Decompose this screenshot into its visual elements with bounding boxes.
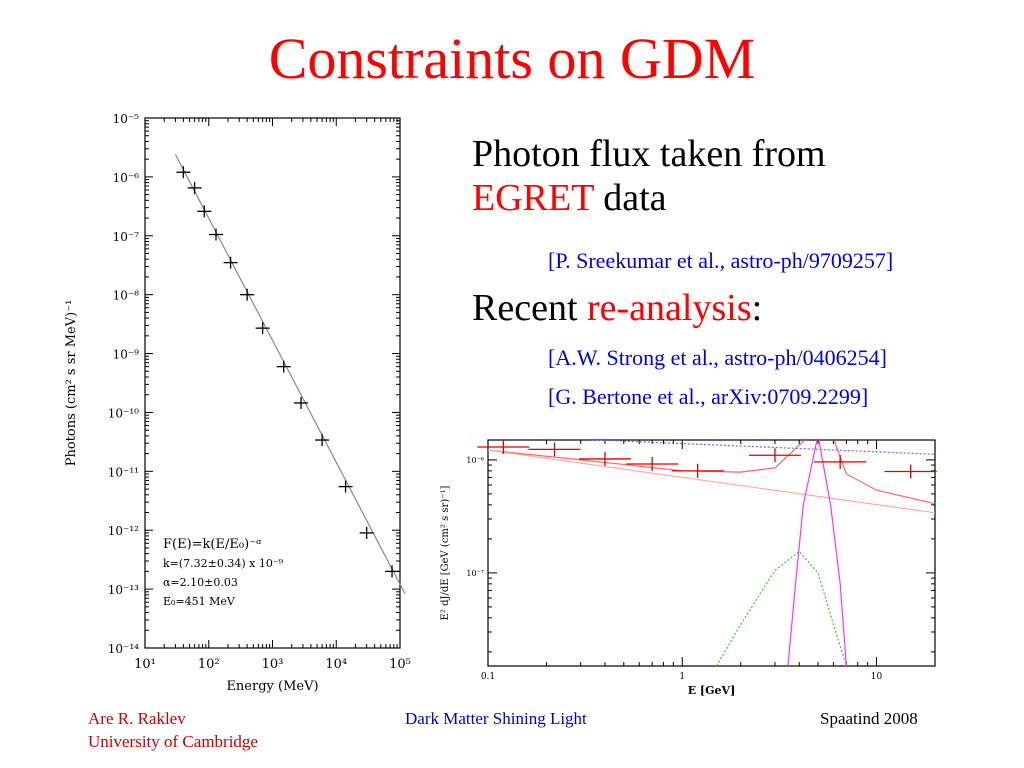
bullet2-suffix: :	[751, 287, 763, 329]
footer-author: Are R. Raklev	[88, 709, 186, 728]
spectrum-curve-2	[488, 449, 935, 514]
y-tick-label: 10⁻⁵	[113, 112, 140, 126]
x-tick-label: 0.1	[481, 672, 495, 682]
x-tick-label: 10³	[262, 657, 284, 672]
spectrum-curve-5	[787, 440, 847, 666]
footer-author-block: Are R. Raklev University of Cambridge	[88, 708, 258, 754]
bullet1-rest: data	[593, 176, 667, 219]
y-axis-label: Photons (cm² s sr MeV)⁻¹	[64, 300, 79, 467]
y-tick-label: 10⁻¹²	[108, 524, 139, 538]
fit-line	[174, 154, 406, 595]
reanalysis-highlight: re-analysis	[587, 287, 752, 329]
reference-sreekumar: [P. Sreekumar et al., astro-ph/9709257]	[548, 248, 894, 273]
spectrum-curve-4	[715, 550, 847, 666]
x-tick-label: 10⁵	[389, 657, 411, 672]
y-tick-label: 10⁻⁸	[113, 289, 140, 303]
x-tick-label: 10²	[198, 657, 220, 672]
x-axis-label: E [GeV]	[688, 684, 736, 697]
fit-annotation-line: E₀=451 MeV	[163, 595, 236, 608]
y-tick-label: 10⁻¹³	[108, 583, 139, 597]
footer-event: Spaatind 2008	[820, 709, 918, 728]
footer-affiliation: University of Cambridge	[88, 731, 258, 751]
x-tick-label: 10	[871, 672, 883, 682]
slide-title: Constraints on GDM	[268, 26, 756, 91]
x-axis-label: Energy (MeV)	[226, 679, 318, 694]
y-tick-label: 10⁻⁶	[466, 456, 484, 465]
egret-flux-chart: 10¹ 10² 10³ 10⁴ 10⁵ 10⁻⁵ 10⁻⁶ 10⁻⁷ 10⁻⁸ 10⁻⁹ 10⁻¹⁰…	[64, 112, 411, 694]
gamma-spectrum-chart: 0.1 1 10 10⁻⁶ 10⁻⁷ E [GeV] E² dJ/dE [GeV (cm² …	[440, 439, 937, 697]
bullet2-prefix: Recent	[472, 287, 588, 329]
fit-annotation-line: α=2.10±0.03	[163, 576, 238, 589]
bullet-photon-flux: Photon flux taken from EGRET data	[472, 133, 826, 220]
y-tick-label: 10⁻⁶	[113, 171, 140, 185]
x-tick-label: 1	[679, 672, 685, 682]
fit-annotation-line: F(E)=k(E/E₀)⁻ᵅ	[163, 537, 261, 552]
fit-annotation-line: k=(7.32±0.34) x 10⁻⁹	[163, 557, 284, 570]
x-tick-label: 10⁴	[325, 657, 347, 672]
plot-frame	[487, 439, 936, 667]
bullet1-line1: Photon flux taken from	[472, 133, 826, 175]
footer-talk-title: Dark Matter Shining Light	[405, 709, 587, 728]
reference-strong: [A.W. Strong et al., astro-ph/0406254]	[548, 345, 887, 370]
y-tick-label: 10⁻¹¹	[108, 465, 139, 479]
spectrum-curve-1	[488, 440, 935, 505]
y-tick-label: 10⁻¹⁰	[108, 406, 139, 420]
egret-highlight: EGRET	[472, 176, 594, 219]
bullet-reanalysis: Recent re-analysis:	[472, 287, 762, 331]
y-axis-label: E² dJ/dE [GeV (cm² s sr)⁻¹]	[440, 485, 451, 620]
y-tick-label: 10⁻⁷	[113, 230, 140, 244]
y-tick-label: 10⁻¹⁴	[108, 642, 139, 656]
y-tick-label: 10⁻⁹	[113, 348, 140, 362]
reference-bertone: [G. Bertone et al., arXiv:0709.2299]	[548, 384, 869, 409]
spectrum-curve-3	[584, 440, 935, 455]
x-tick-label: 10¹	[134, 657, 156, 672]
y-tick-label: 10⁻⁷	[466, 569, 484, 578]
